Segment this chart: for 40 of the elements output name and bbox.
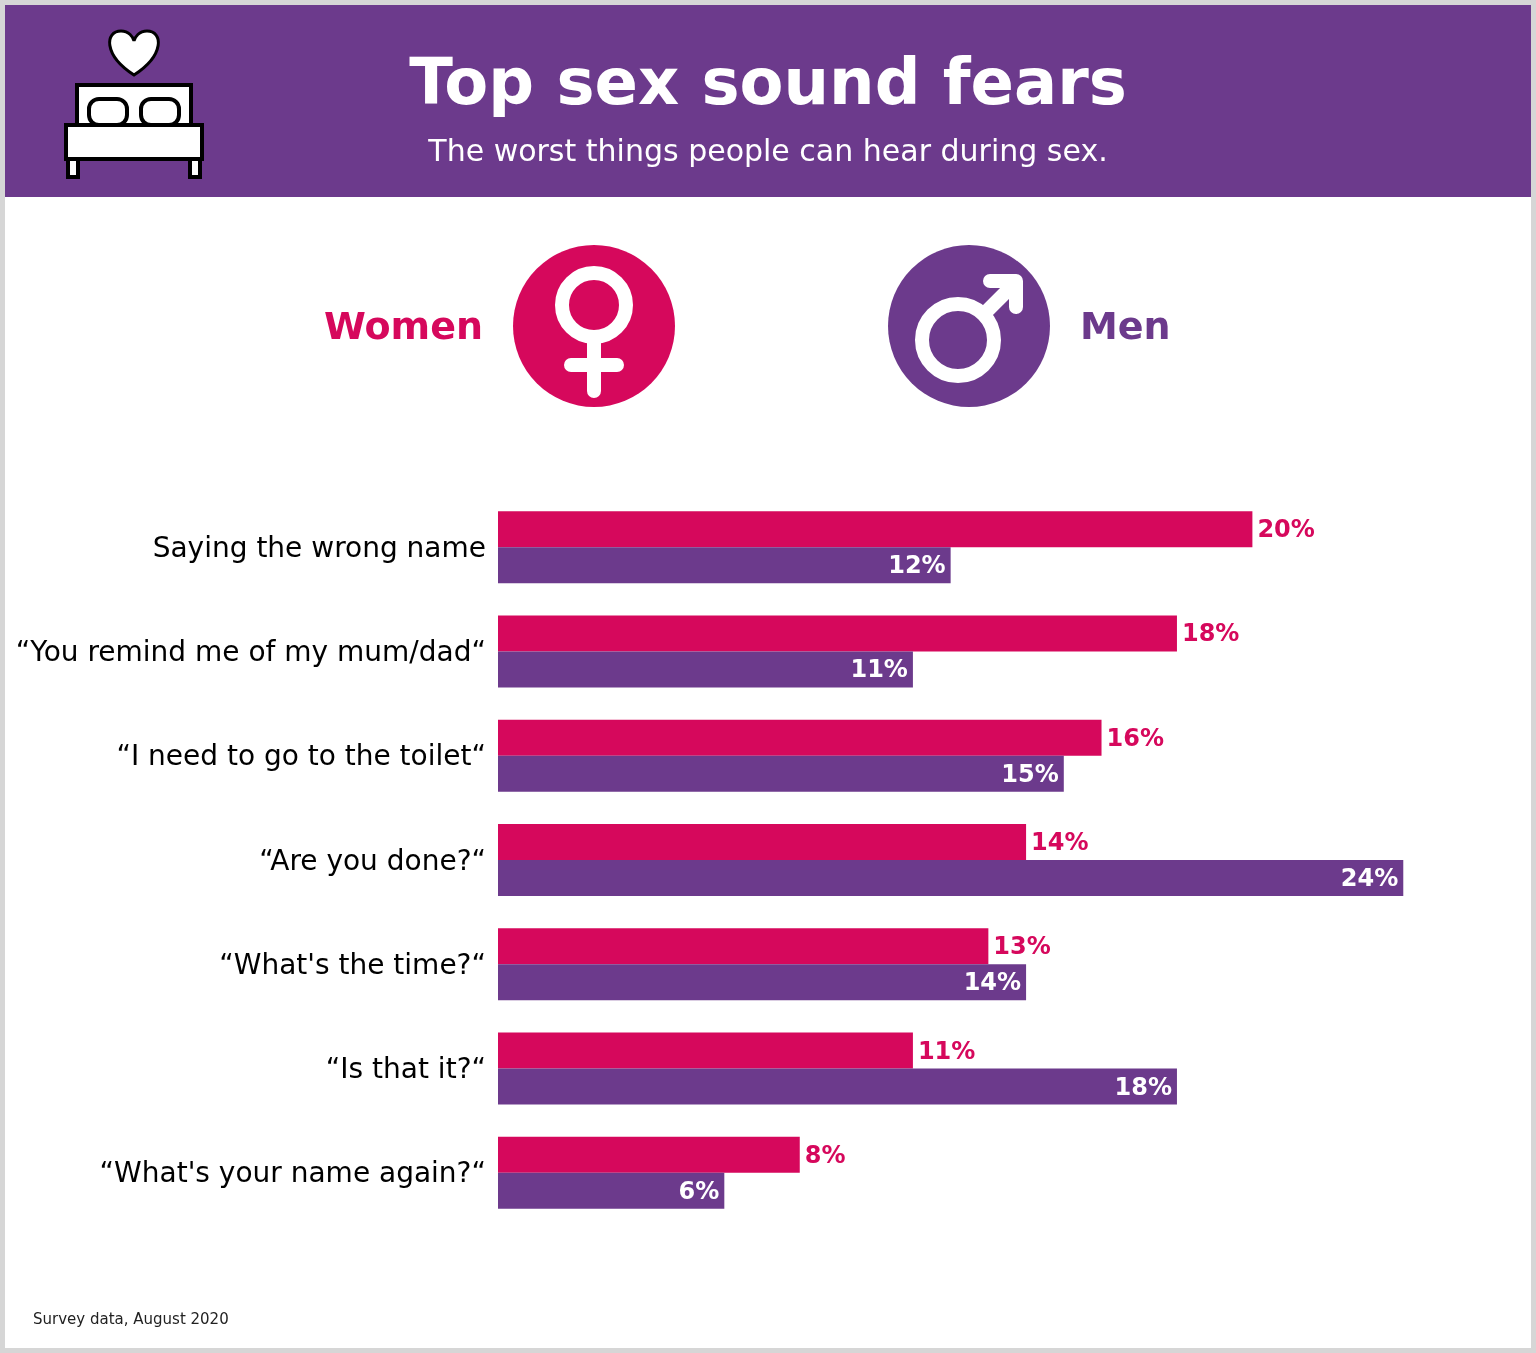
text: Survey data, August 2020 xyxy=(33,1310,229,1328)
chart-subtitle: The worst things people can hear during sex. xyxy=(427,133,1109,168)
data-label: 13% xyxy=(993,932,1051,961)
bar xyxy=(498,1068,1177,1105)
bar xyxy=(498,1032,913,1069)
y-tick-label: “I need to go to the toilet“ xyxy=(116,739,486,773)
data-label: 14% xyxy=(963,968,1022,997)
text: Men xyxy=(1080,304,1171,348)
y-tick-label: “What's your name again?“ xyxy=(99,1156,486,1190)
bar xyxy=(498,1136,800,1173)
data-label: 15% xyxy=(1001,759,1059,788)
data-label: 18% xyxy=(1181,619,1240,648)
y-tick-label: “Are you done?“ xyxy=(259,843,486,877)
bar xyxy=(498,860,1404,896)
data-label: 11% xyxy=(850,655,908,684)
bar xyxy=(498,615,1177,652)
data-label: 12% xyxy=(888,551,946,580)
bar xyxy=(498,719,1102,756)
bar xyxy=(498,824,1027,860)
data-label: 24% xyxy=(1340,864,1399,892)
bar xyxy=(498,928,989,965)
data-label: 8% xyxy=(804,1140,846,1169)
y-tick-label: Saying the wrong name xyxy=(152,530,486,564)
y-tick-label: “Is that it?“ xyxy=(325,1052,486,1086)
bar xyxy=(498,511,1253,548)
y-tick-label: “You remind me of my mum/dad“ xyxy=(15,634,486,668)
data-label: 14% xyxy=(1031,828,1089,856)
data-label: 11% xyxy=(917,1036,976,1065)
data-label: 16% xyxy=(1106,723,1164,752)
bar xyxy=(498,1172,725,1209)
data-label: 18% xyxy=(1114,1072,1172,1101)
data-label: 6% xyxy=(678,1176,720,1205)
text: Women xyxy=(323,304,483,348)
y-tick-label: “What's the time?“ xyxy=(219,947,486,981)
bar xyxy=(498,755,1064,792)
data-label: 20% xyxy=(1257,515,1315,544)
bar xyxy=(498,651,913,688)
chart-title: Top sex sound fears xyxy=(408,45,1128,119)
bar xyxy=(498,964,1027,1001)
bar xyxy=(498,547,951,584)
